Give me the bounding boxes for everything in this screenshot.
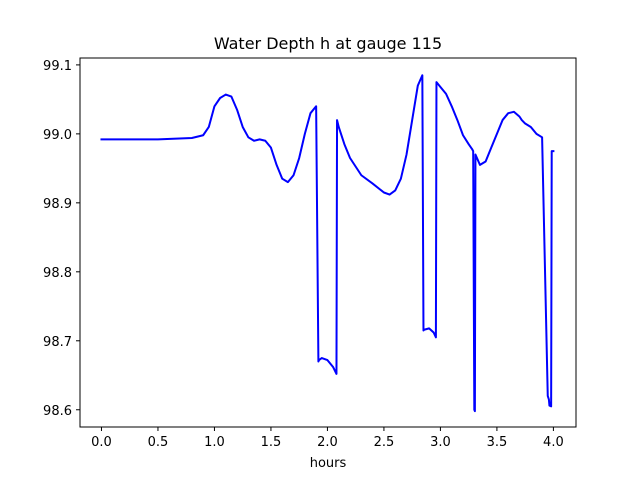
series-line-0 xyxy=(100,74,555,413)
y-tick-label: 98.7 xyxy=(43,335,72,350)
x-axis: 0.0 0.5 1.0 1.5 2.0 2.5 3.0 3.5 4.0 xyxy=(91,427,564,450)
y-tick-label: 98.6 xyxy=(43,404,72,419)
y-tick-label: 98.9 xyxy=(43,197,72,212)
x-tick-label: 1.5 xyxy=(261,435,282,450)
chart-title: Water Depth h at gauge 115 xyxy=(214,34,442,53)
plot-frame xyxy=(79,57,577,428)
y-tick-label: 99.0 xyxy=(43,128,72,143)
x-tick-label: 2.5 xyxy=(374,435,395,450)
y-tick-label: 99.1 xyxy=(43,59,72,74)
x-tick-label: 0.5 xyxy=(148,435,169,450)
x-tick-label: 3.0 xyxy=(430,435,451,450)
x-tick-label: 2.0 xyxy=(317,435,338,450)
x-tick-label: 1.0 xyxy=(204,435,225,450)
x-tick-label: 0.0 xyxy=(91,435,112,450)
y-axis: 98.6 98.7 98.8 98.9 99.0 99.1 xyxy=(43,59,80,419)
y-tick-label: 98.8 xyxy=(43,266,72,281)
x-axis-label: hours xyxy=(310,456,347,471)
x-tick-label: 4.0 xyxy=(543,435,564,450)
x-tick-label: 3.5 xyxy=(487,435,508,450)
plot-area xyxy=(79,57,577,428)
